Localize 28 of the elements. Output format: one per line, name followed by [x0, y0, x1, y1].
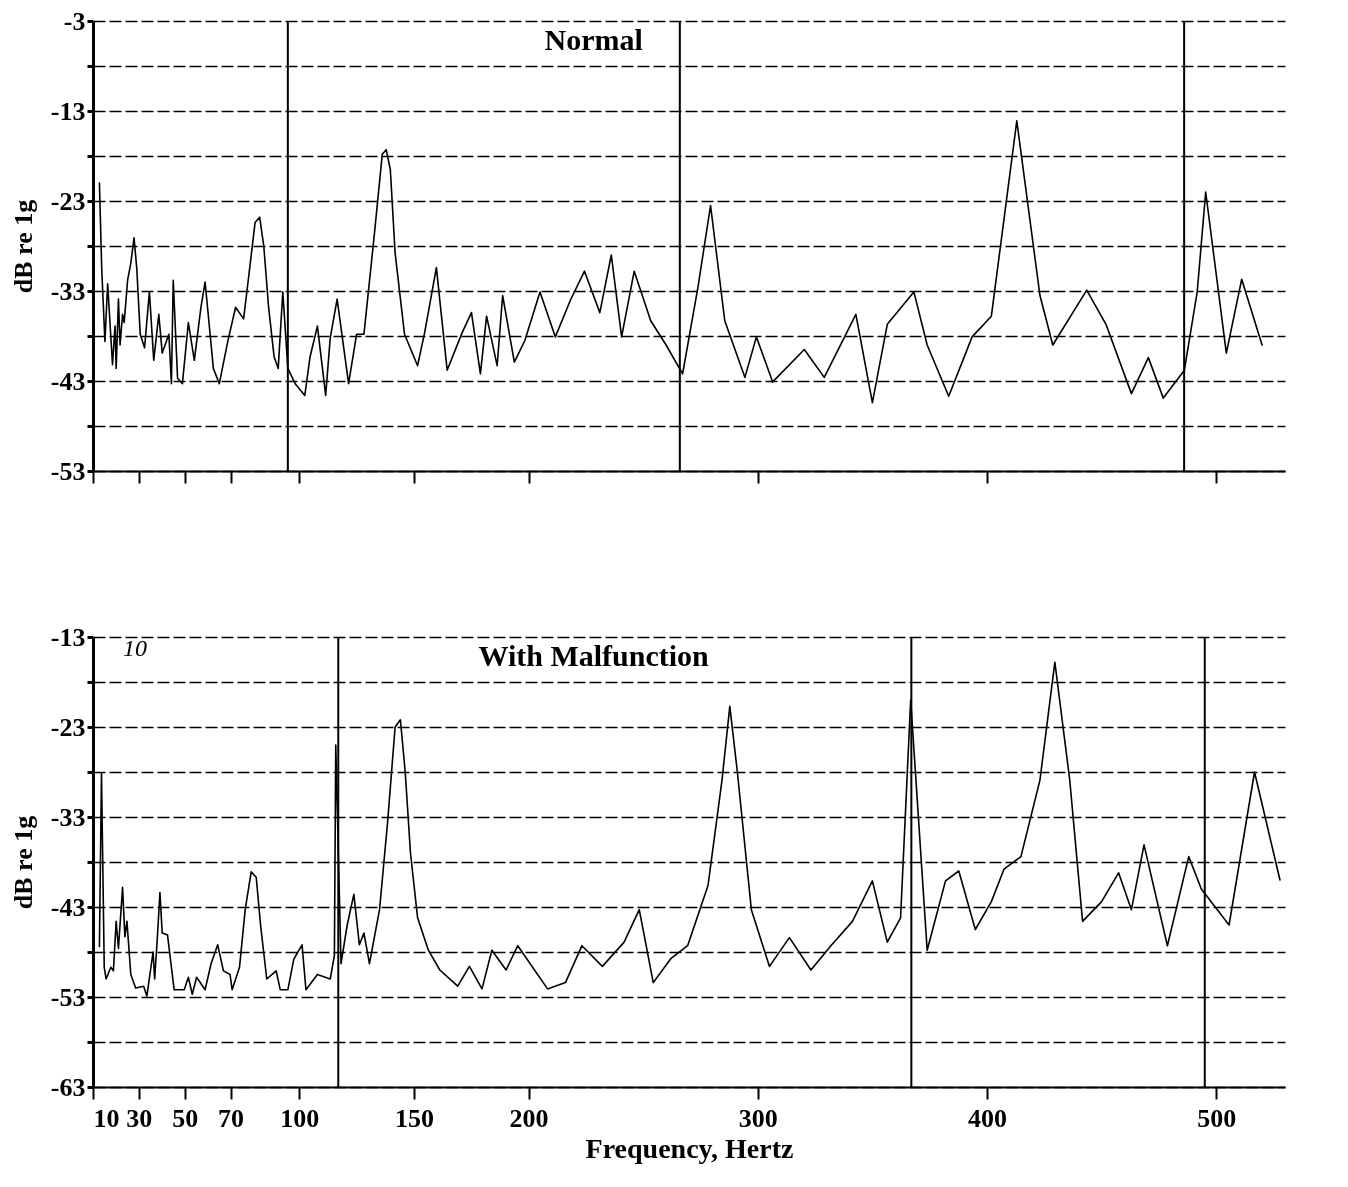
- x-tick-label: 500: [1197, 1103, 1237, 1133]
- y-tick-label: -43: [50, 366, 86, 396]
- y-tick-label: -3: [63, 6, 86, 36]
- x-tick-label: 100: [280, 1103, 320, 1133]
- x-tick-label: 50: [172, 1103, 199, 1133]
- y-axis-title: dB re 1g: [8, 815, 38, 910]
- y-tick-label: -33: [50, 802, 86, 832]
- y-tick-label: -43: [50, 892, 86, 922]
- x-tick-label: 300: [738, 1103, 778, 1133]
- y-axis-title: dB re 1g: [8, 199, 38, 294]
- x-tick-label: 150: [394, 1103, 434, 1133]
- y-tick-label: -33: [50, 276, 86, 306]
- x-axis-title: Frequency, Hertz: [585, 1132, 794, 1164]
- x-tick-label: 30: [126, 1103, 153, 1133]
- y-tick-label: -53: [50, 982, 86, 1012]
- x-tick-label: 70: [218, 1103, 245, 1133]
- chart-title: Normal: [544, 23, 643, 56]
- annotation: 10: [123, 635, 147, 661]
- y-tick-label: -23: [50, 186, 86, 216]
- chart-title: With Malfunction: [478, 639, 710, 672]
- x-tick-label: 200: [509, 1103, 549, 1133]
- x-tick-label: 400: [968, 1103, 1007, 1133]
- y-tick-label: -63: [50, 1072, 86, 1102]
- y-tick-label: -23: [50, 712, 86, 742]
- y-tick-label: -13: [50, 622, 86, 652]
- y-tick-label: -13: [50, 96, 86, 126]
- y-tick-label: -53: [50, 456, 86, 486]
- x-tick-label: 10: [93, 1103, 120, 1133]
